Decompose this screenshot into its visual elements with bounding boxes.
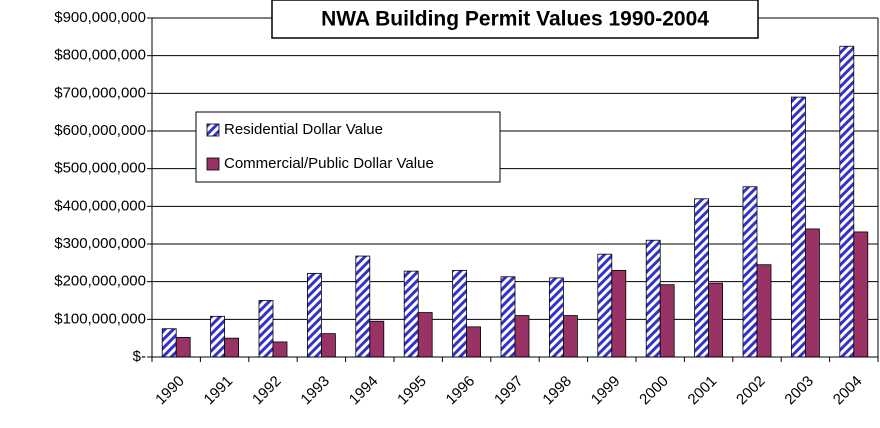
x-tick-label: 2001 (685, 373, 721, 409)
x-tick-label: 1992 (249, 373, 285, 409)
bar (258, 300, 274, 358)
y-tick-label: $- (133, 348, 146, 365)
legend-swatch (206, 123, 220, 137)
bar (514, 315, 530, 358)
x-tick-label: 2002 (733, 373, 769, 409)
x-tick-label: 1994 (346, 373, 382, 409)
bar (417, 312, 433, 358)
bar (694, 198, 709, 358)
bar (500, 276, 516, 358)
x-tick-label: 1990 (152, 373, 188, 409)
x-tick-label: 1996 (443, 373, 479, 409)
bar (597, 253, 613, 358)
bar (791, 96, 806, 358)
bar (466, 326, 482, 358)
bar (805, 228, 820, 358)
y-tick-label: $200,000,000 (54, 273, 146, 290)
bar (839, 45, 855, 358)
bar (320, 333, 336, 358)
bar (369, 320, 385, 358)
title-box (271, 0, 759, 39)
y-tick-label: $400,000,000 (54, 197, 146, 214)
y-tick-label: $300,000,000 (54, 235, 146, 252)
x-tick-label: 2000 (636, 373, 672, 409)
bar (742, 186, 758, 358)
x-tick-label: 2004 (830, 373, 866, 409)
bar (224, 337, 240, 358)
y-tick-label: $900,000,000 (54, 9, 146, 26)
x-tick-label: 1993 (297, 373, 333, 409)
bar (161, 328, 177, 358)
bar (272, 341, 288, 358)
bar (853, 231, 869, 358)
bar (210, 315, 226, 358)
bar (659, 284, 675, 358)
x-tick-label: 2003 (781, 373, 817, 409)
legend-label: Commercial/Public Dollar Value (224, 155, 434, 172)
legend-label: Residential Dollar Value (224, 121, 383, 138)
y-tick-label: $800,000,000 (54, 47, 146, 64)
x-tick-label: 1998 (539, 373, 575, 409)
bar (756, 264, 772, 358)
x-tick-label: 1999 (588, 373, 624, 409)
bar (549, 277, 564, 358)
y-tick-label: $700,000,000 (54, 84, 146, 101)
bar (452, 269, 468, 358)
y-tick-label: $100,000,000 (54, 310, 146, 327)
bar (403, 270, 419, 358)
bar (611, 269, 627, 358)
chart-title: NWA Building Permit Values 1990-2004 (321, 8, 709, 31)
legend-box (195, 111, 501, 183)
bar (645, 239, 661, 358)
legend-swatch (206, 157, 220, 171)
bar (306, 272, 322, 358)
y-tick-label: $500,000,000 (54, 160, 146, 177)
bar (563, 315, 578, 358)
bar (708, 282, 723, 358)
x-tick-label: 1997 (491, 373, 527, 409)
bar (355, 255, 371, 358)
y-tick-label: $600,000,000 (54, 122, 146, 139)
x-tick-label: 1995 (394, 373, 430, 409)
x-tick-label: 1991 (201, 373, 237, 409)
bar (175, 337, 191, 358)
